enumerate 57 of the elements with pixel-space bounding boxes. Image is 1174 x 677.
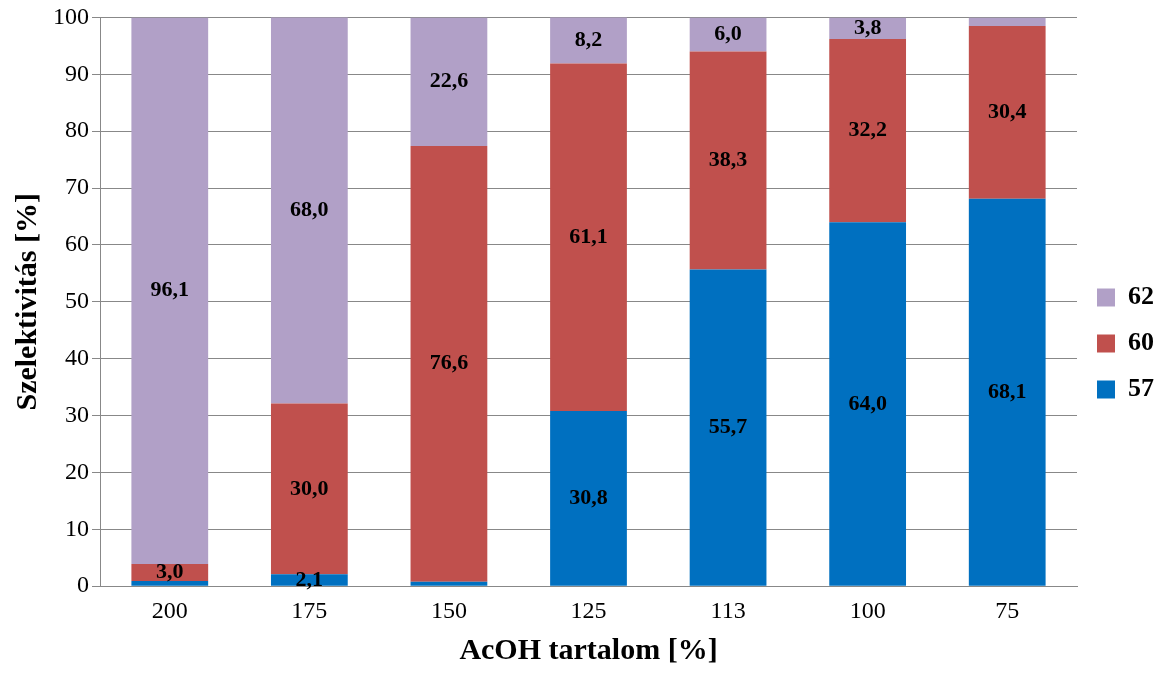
data-label: 30,0 <box>290 474 329 500</box>
bar <box>829 39 907 223</box>
bar <box>131 581 209 586</box>
x-tick-label: 75 <box>995 596 1020 623</box>
bar <box>131 17 209 565</box>
data-label: 30,8 <box>569 484 608 510</box>
y-tick-label: 0 <box>77 571 89 598</box>
y-tick-label: 80 <box>65 116 89 143</box>
data-label: 64,0 <box>848 389 887 415</box>
data-label: 76,6 <box>429 349 469 375</box>
legend-label: 60 <box>1128 327 1154 357</box>
y-tick-label: 50 <box>65 287 89 314</box>
data-label: 6,0 <box>714 20 742 46</box>
data-label: 22,6 <box>429 67 469 93</box>
data-label: 61,1 <box>569 222 608 248</box>
y-tick-label: 30 <box>65 400 89 427</box>
y-tick-label: 100 <box>53 2 89 29</box>
data-label: 38,3 <box>708 146 748 172</box>
y-tick-label: 90 <box>65 59 89 86</box>
y-tick-label: 70 <box>65 173 89 200</box>
bar <box>270 17 348 404</box>
data-label: 3,8 <box>853 13 882 39</box>
bar <box>550 411 627 586</box>
y-tick-label: 20 <box>65 457 89 484</box>
x-tick-label: 175 <box>291 596 328 623</box>
data-label: 3,0 <box>156 558 184 584</box>
data-label: 30,4 <box>987 98 1027 124</box>
legend-label: 57 <box>1128 373 1154 403</box>
bar <box>968 17 1046 26</box>
bar <box>968 198 1046 586</box>
legend-label: 62 <box>1128 281 1154 311</box>
data-label: 96,1 <box>150 276 190 302</box>
x-tick-label: 150 <box>430 596 467 623</box>
bar <box>689 269 767 586</box>
bar <box>550 63 627 412</box>
bar <box>968 25 1046 199</box>
x-axis-title: AcOH tartalom [%] <box>459 631 718 665</box>
bar <box>689 51 767 270</box>
bar <box>410 581 488 586</box>
data-label: 32,2 <box>848 116 887 142</box>
y-tick-label: 40 <box>65 343 89 370</box>
bar <box>689 17 767 52</box>
y-tick-label: 10 <box>65 514 89 541</box>
y-axis-title: Szelektivitás [%] <box>8 193 42 411</box>
data-label: 68,0 <box>290 195 329 221</box>
bar <box>410 17 488 146</box>
bar <box>410 145 488 582</box>
x-tick-label: 200 <box>151 596 188 623</box>
data-label: 68,1 <box>987 377 1027 403</box>
x-tick-label: 100 <box>849 596 886 623</box>
data-label: 55,7 <box>708 413 748 439</box>
bar <box>829 222 907 586</box>
data-label: 8,2 <box>574 25 603 51</box>
bar <box>550 17 627 64</box>
x-tick-label: 125 <box>570 596 607 623</box>
x-tick-label: 113 <box>710 596 746 623</box>
y-tick-label: 60 <box>65 230 89 257</box>
